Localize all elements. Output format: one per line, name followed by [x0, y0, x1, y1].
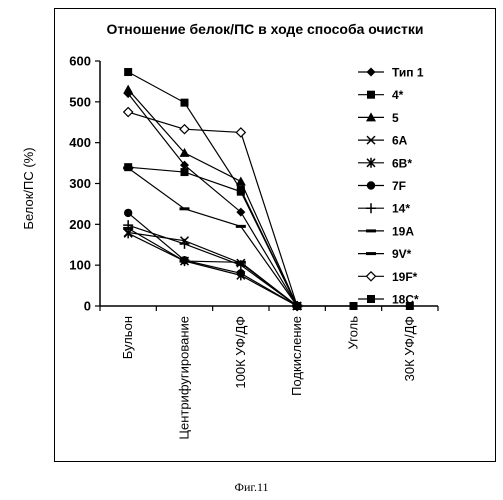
chart-title: Отношение белок/ПС в ходе способа очистк…: [107, 21, 424, 37]
legend-swatch-marker: [367, 181, 375, 189]
x-category-label: Центрифугирование: [177, 316, 192, 440]
x-category-label: 100К УФ/ДФ: [233, 316, 248, 389]
legend-swatch-marker: [366, 203, 376, 213]
legend-entry-label: 7F: [392, 179, 406, 193]
series-19f-line: [128, 112, 297, 306]
legend-swatch-marker: [366, 229, 376, 232]
y-axis-label: Белок/ПС (%): [21, 147, 36, 229]
legend-entry-label: 19A: [392, 224, 414, 238]
x-category-label: Подкисление: [289, 316, 304, 396]
y-tick-label: 600: [69, 54, 91, 69]
series-19a-point: [180, 207, 190, 210]
series-7f-point: [237, 269, 245, 277]
legend-entry-label: 14*: [392, 202, 410, 216]
series-18c-point: [237, 186, 245, 194]
series-18c-point: [293, 302, 301, 310]
legend-entry-label: 18C*: [392, 293, 419, 307]
legend-entry-label: 19F*: [392, 270, 418, 284]
series-5-line: [128, 90, 297, 306]
figure-caption: Фиг.11: [0, 480, 503, 495]
legend-entry-label: Тип 1: [392, 66, 424, 80]
legend-entry-label: 4*: [392, 88, 404, 102]
series-7f-point: [124, 209, 132, 217]
legend-entry-label: 5: [392, 111, 399, 125]
y-tick-label: 300: [69, 176, 91, 191]
legend-swatch-marker: [367, 91, 375, 99]
x-category-label: 30К УФ/ДФ: [402, 316, 417, 381]
series-18c-line: [128, 72, 410, 306]
line-chart: Отношение белок/ПС в ходе способа очистк…: [0, 0, 503, 475]
series-9v-point: [236, 261, 246, 264]
y-tick-label: 400: [69, 135, 91, 150]
series-18c-point: [350, 302, 358, 310]
series-18c-point: [181, 99, 189, 107]
y-tick-label: 0: [84, 299, 91, 314]
legend-entry-label: 6B*: [392, 156, 412, 170]
series-тип-1-line: [128, 94, 297, 306]
series-9v-point: [180, 260, 190, 263]
x-category-label: Бульон: [120, 316, 135, 359]
series-5-point: [123, 85, 133, 94]
series-19f-point: [236, 128, 245, 137]
series-19a-point: [236, 225, 246, 228]
y-tick-label: 100: [69, 258, 91, 273]
legend-swatch-marker: [367, 272, 376, 281]
series-19f-point: [180, 125, 189, 134]
legend-swatch-marker: [367, 68, 376, 77]
legend-entry-label: 9V*: [392, 247, 412, 261]
series-19f-point: [124, 108, 133, 117]
y-tick-label: 200: [69, 217, 91, 232]
series-19a-point: [123, 166, 133, 169]
series-9v-point: [123, 227, 133, 230]
legend-swatch-marker: [367, 295, 375, 303]
legend-swatch-marker: [366, 252, 376, 255]
series-4-point: [181, 168, 189, 176]
legend-entry-label: 6A: [392, 134, 408, 148]
series-14-line: [128, 225, 297, 306]
series-18c-point: [124, 68, 132, 76]
x-category-label: Уголь: [346, 316, 361, 350]
y-tick-label: 500: [69, 94, 91, 109]
